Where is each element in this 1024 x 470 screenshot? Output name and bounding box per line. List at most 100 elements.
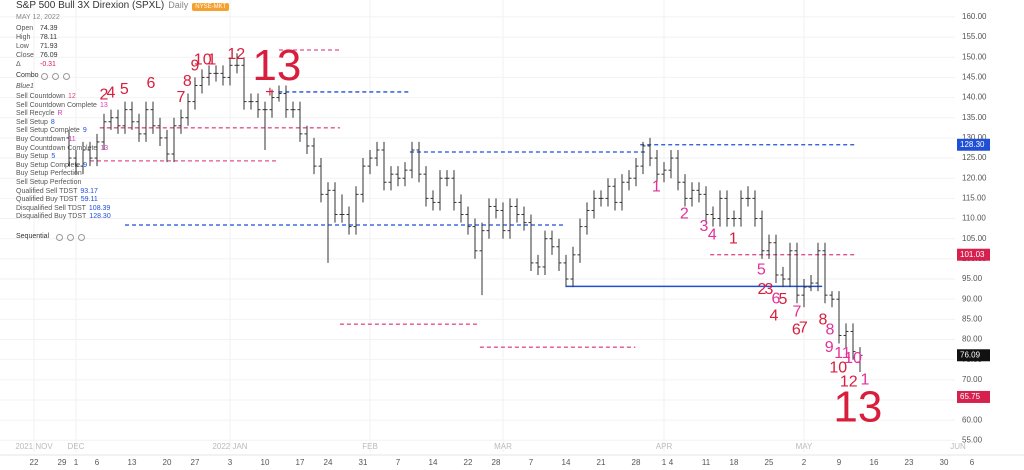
td-count: 5 [779, 291, 788, 308]
td-count: 11 [834, 345, 851, 362]
td-count: 7 [799, 319, 808, 336]
indicator-value: 59.11 [80, 196, 98, 204]
indicator-item: Disqualified Buy TDST 128.30 [16, 213, 111, 220]
x-tick-label: 11 [702, 458, 711, 467]
td-count: 4 [708, 226, 717, 243]
price-tag-label: 128.30 [960, 140, 985, 149]
y-tick-label: 90.00 [962, 294, 983, 303]
td-count: 12 [840, 373, 858, 390]
indicator-value: 9 [82, 127, 87, 135]
x-tick-label: 4 [669, 458, 674, 467]
td-count: 10 [844, 350, 862, 367]
price-tag-label: 76.09 [960, 350, 981, 359]
indicator-item: Disqualified Sell TDST 108.39 [16, 205, 110, 212]
month-label: JUN [950, 442, 966, 451]
x-tick-label: 23 [905, 458, 914, 467]
y-tick-label: 130.00 [962, 133, 987, 142]
x-tick-label: 25 [765, 458, 774, 467]
x-tick-label: 18 [730, 458, 739, 467]
x-tick-label: 20 [163, 458, 172, 467]
indicator-value: R [57, 110, 63, 118]
settings-icon[interactable] [52, 73, 59, 80]
indicator-label: Sell Countdown [16, 93, 66, 100]
x-tick-label: 28 [492, 458, 501, 467]
td-count: 4 [107, 84, 116, 101]
change-value: -0.31 [40, 61, 56, 68]
price-tag-label: 65.75 [960, 392, 981, 401]
x-tick-label: 21 [597, 458, 606, 467]
y-tick-label: 80.00 [962, 335, 983, 344]
y-tick-label: 120.00 [962, 173, 987, 182]
ohlc-label: Open [16, 25, 34, 32]
x-tick-label: 9 [837, 458, 842, 467]
chart-title: S&P 500 Bull 3X Direxion (SPXL) [16, 0, 165, 11]
td-count: 6 [772, 290, 781, 307]
month-label: 2022 JAN [212, 442, 247, 451]
indicator-label: Qualified Sell TDST [16, 187, 78, 195]
ohlc-row: Low 71.93 [16, 43, 58, 50]
td-count: 9 [191, 57, 200, 74]
indicator-name: Combo [16, 72, 39, 79]
indicator-label: Buy Setup [16, 153, 49, 161]
y-tick-label: 60.00 [962, 415, 983, 424]
change-label: Δ [16, 61, 21, 68]
month-label: MAR [494, 442, 512, 451]
y-tick-label: 55.00 [962, 435, 983, 444]
td-count: 5 [757, 261, 766, 278]
indicator-label: Sell Setup Complete [16, 127, 80, 135]
change-row: Δ -0.31 [16, 61, 56, 68]
remove-icon[interactable] [78, 234, 85, 241]
ohlc-row: High 78.11 [16, 34, 57, 41]
month-label: APR [656, 442, 673, 451]
x-tick-label: 10 [261, 458, 270, 467]
td-count: 2 [758, 281, 767, 298]
x-tick-label: 24 [324, 458, 333, 467]
indicator-label: Qualified Buy TDST [16, 196, 78, 204]
x-tick-label: 27 [191, 458, 200, 467]
y-tick-label: 160.00 [962, 12, 987, 21]
td-count: 1 [207, 51, 216, 68]
indicator-item: Sell Setup Complete 9 [16, 127, 87, 134]
indicator-item: Qualified Sell TDST 93.17 [16, 188, 98, 195]
x-tick-label: 1 [662, 458, 667, 467]
indicator-item: Buy Countdown Complete 13 [16, 145, 108, 152]
ohlc-value: 74.39 [40, 25, 58, 32]
y-tick-label: 70.00 [962, 375, 983, 384]
indicator-item: Buy Setup Perfection [16, 170, 82, 177]
indicator-item: Buy Countdown 11 [16, 136, 76, 143]
price-tag-label: 101.03 [960, 250, 985, 259]
x-tick-label: 22 [464, 458, 473, 467]
td-count: 3 [765, 281, 774, 298]
eye-icon[interactable] [41, 73, 48, 80]
price-tag [957, 248, 990, 261]
x-tick-label: 2 [802, 458, 807, 467]
ohlc-value: 78.11 [40, 34, 57, 41]
x-tick-label: 22 [30, 458, 39, 467]
ohlc-label: Close [16, 52, 34, 59]
indicator-item: Qualified Buy TDST 59.11 [16, 196, 98, 203]
y-tick-label: 125.00 [962, 153, 987, 162]
indicator-label: Buy Countdown [16, 136, 66, 143]
indicator-value: 5 [51, 153, 56, 161]
x-tick-label: 13 [128, 458, 137, 467]
settings-icon[interactable] [67, 234, 74, 241]
indicator-label: Sell Setup [16, 118, 48, 126]
x-tick-label: 14 [562, 458, 571, 467]
indicator-value: 128.30 [89, 213, 111, 221]
td-count: 12 [227, 46, 245, 63]
td-count: 1 [652, 178, 661, 195]
y-tick-label: 105.00 [962, 234, 987, 243]
td-count: 7 [177, 89, 186, 106]
remove-icon[interactable] [63, 73, 70, 80]
td-count: 10 [194, 51, 212, 68]
td-count: 8 [818, 311, 827, 328]
x-tick-label: 7 [529, 458, 534, 467]
td-count: 13 [252, 41, 301, 90]
month-label: DEC [68, 442, 85, 451]
ohlc-row: Open 74.39 [16, 25, 58, 32]
y-tick-label: 135.00 [962, 113, 987, 122]
indicator-value: 8 [50, 118, 55, 126]
price-tag [957, 390, 990, 403]
eye-icon[interactable] [56, 234, 63, 241]
